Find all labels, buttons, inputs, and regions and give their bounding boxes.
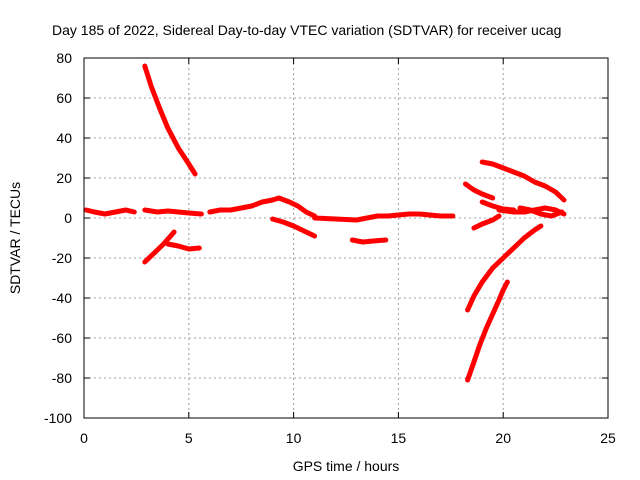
y-tick-label: 80 [56, 50, 72, 66]
series-line-s8 [165, 241, 202, 252]
y-axis-label: SDTVAR / TECUs [7, 182, 23, 294]
axis-ticks: 0 5 10 15 20 25 -100 -80 -60 -40 -20 0 20 40 60 80 [44, 50, 616, 446]
series-line-s9 [270, 216, 318, 239]
series-line-s16 [517, 205, 565, 219]
y-tick-label: 0 [64, 210, 72, 226]
x-tick-label: 0 [80, 430, 88, 446]
y-tick-label: -80 [52, 370, 72, 386]
series-line-s2 [142, 207, 204, 217]
series-line-s6 [142, 63, 198, 177]
series-line-s4 [312, 213, 391, 223]
y-tick-label: -20 [52, 250, 72, 266]
data-series [83, 63, 567, 383]
x-tick-label: 20 [495, 430, 511, 446]
series-line-s5 [385, 211, 456, 219]
x-tick-label: 25 [600, 430, 616, 446]
x-axis-label: GPS time / hours [293, 458, 400, 474]
series-line-s7 [142, 229, 177, 265]
grid-lines [84, 58, 608, 418]
x-tick-label: 10 [286, 430, 302, 446]
series-line-s10 [349, 237, 389, 245]
y-tick-label: 20 [56, 170, 72, 186]
y-tick-label: -40 [52, 290, 72, 306]
y-tick-label: 40 [56, 130, 72, 146]
series-line-s1 [83, 207, 137, 217]
series-line-s18 [465, 279, 510, 383]
series-line-s11 [463, 181, 496, 201]
series-line-s12 [471, 213, 502, 231]
y-tick-label: -60 [52, 330, 72, 346]
series-line-s14 [479, 159, 567, 203]
y-tick-label: -100 [44, 410, 72, 426]
chart-title: Day 185 of 2022, Sidereal Day-to-day VTE… [52, 22, 561, 38]
plot-frame [83, 57, 609, 419]
x-tick-label: 5 [185, 430, 193, 446]
y-tick-label: 60 [56, 90, 72, 106]
x-tick-label: 15 [391, 430, 407, 446]
series-line-s3 [207, 195, 318, 219]
series-line-s17 [465, 223, 544, 313]
